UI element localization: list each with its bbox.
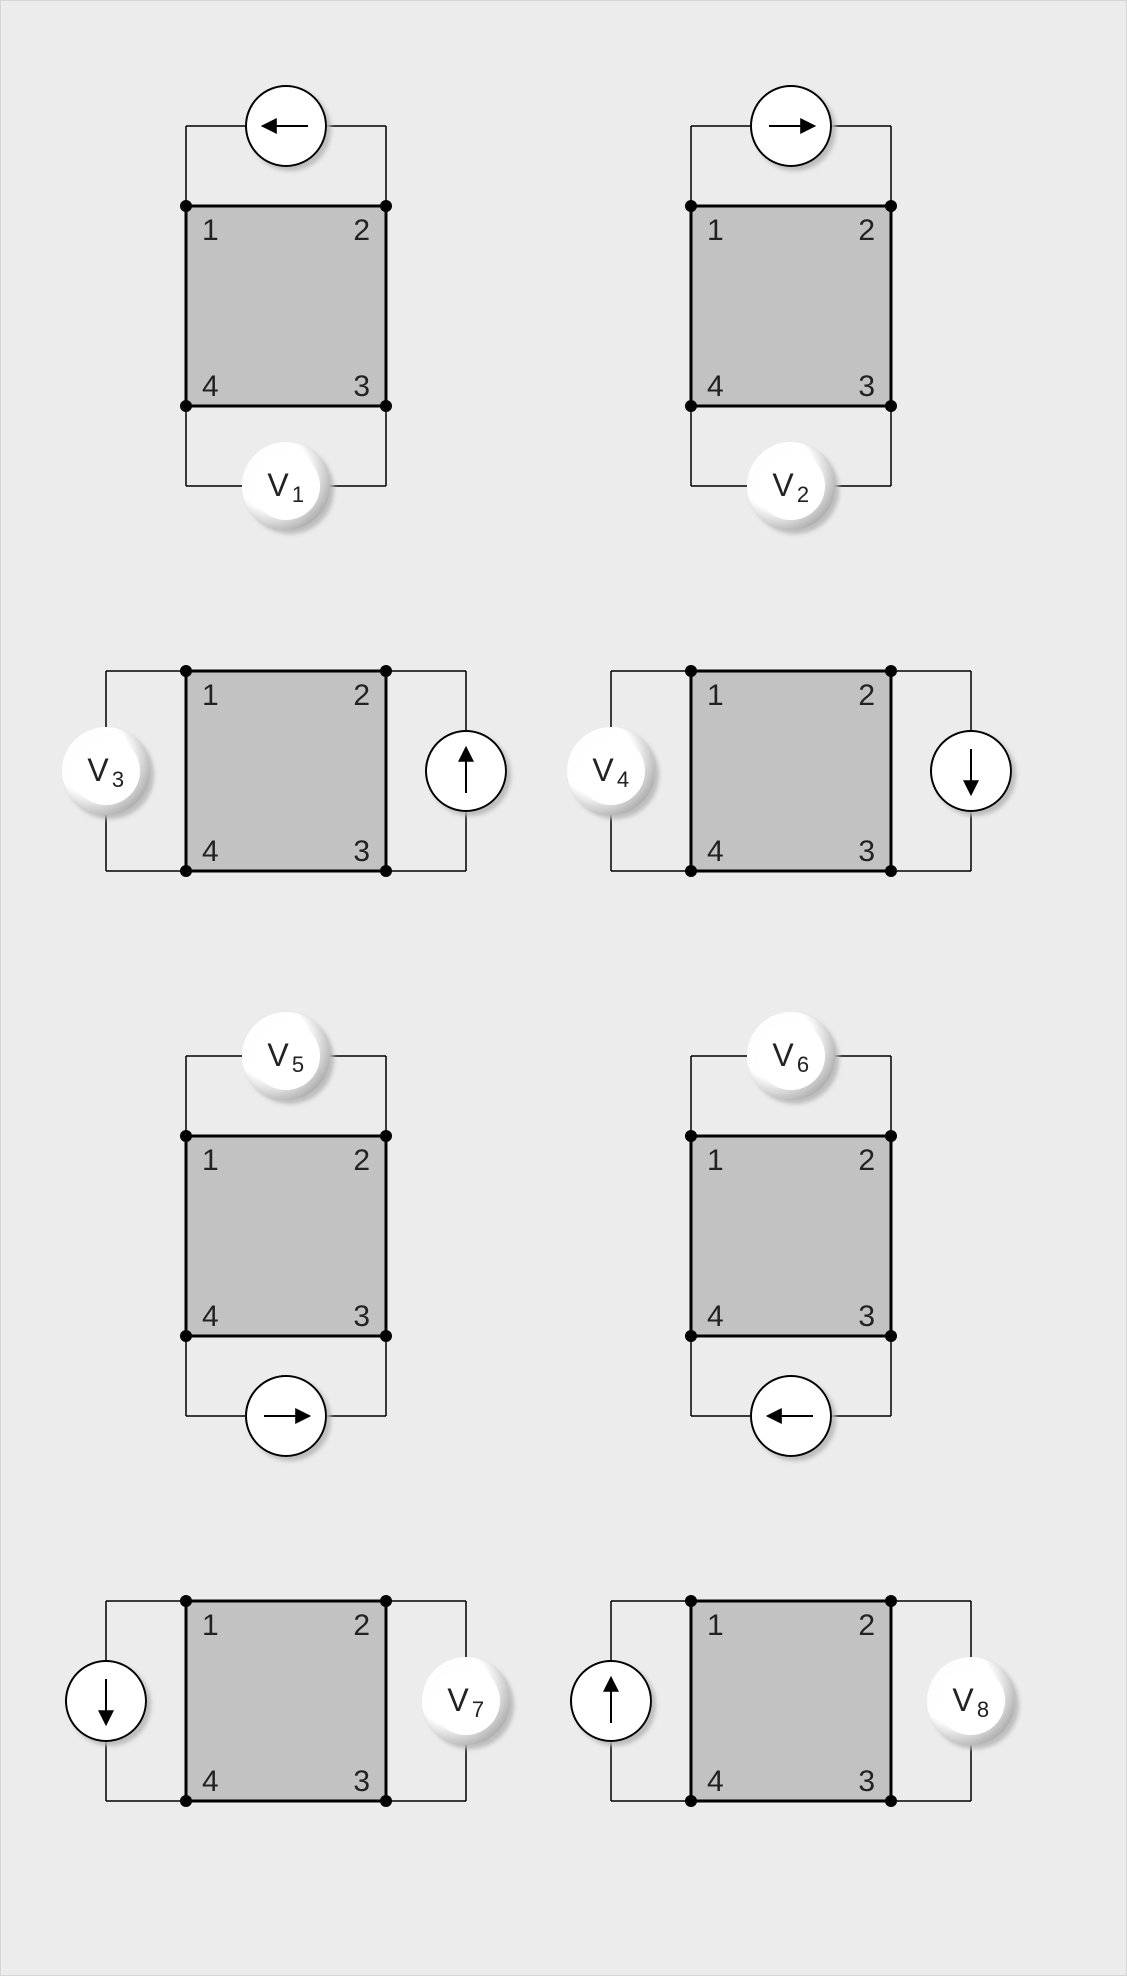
svg-text:3: 3 [353,1765,370,1798]
svg-text:4: 4 [202,370,219,403]
svg-text:1: 1 [292,482,304,507]
diagram-page: 1234V11234V21234V31234V41234V51234V61234… [0,0,1127,1976]
svg-text:2: 2 [858,214,875,247]
svg-text:3: 3 [858,1765,875,1798]
svg-text:3: 3 [353,835,370,868]
svg-text:1: 1 [202,679,219,712]
svg-text:V: V [447,1682,469,1718]
svg-text:3: 3 [858,1300,875,1333]
svg-text:4: 4 [707,1765,724,1798]
svg-text:1: 1 [202,1144,219,1177]
svg-text:3: 3 [353,1300,370,1333]
svg-text:1: 1 [202,214,219,247]
svg-text:4: 4 [202,835,219,868]
svg-text:2: 2 [353,1609,370,1642]
svg-text:8: 8 [977,1697,989,1722]
svg-text:3: 3 [858,835,875,868]
svg-text:3: 3 [353,370,370,403]
svg-text:4: 4 [617,767,629,792]
svg-text:2: 2 [353,679,370,712]
svg-text:V: V [267,467,289,503]
svg-text:1: 1 [707,679,724,712]
panel-7: 1 2 3 4 V7 [66,1595,510,1807]
svg-text:4: 4 [707,370,724,403]
svg-text:V: V [952,1682,974,1718]
panel-1: 1234V1 [180,86,392,530]
svg-text:1: 1 [707,1609,724,1642]
svg-text:2: 2 [858,1144,875,1177]
svg-text:V: V [87,752,109,788]
panel-6: 1 2 3 4 V6 [685,1012,897,1456]
panel-4: 1234V4 [567,665,1011,877]
panel-2: 1234V2 [685,86,897,530]
panel-5: 1 2 3 4 V5 [180,1012,392,1456]
svg-text:4: 4 [707,835,724,868]
svg-text:3: 3 [858,370,875,403]
panel-8: 1 2 3 4 V8 [571,1595,1015,1807]
svg-text:2: 2 [797,482,809,507]
svg-text:V: V [772,467,794,503]
svg-text:1: 1 [202,1609,219,1642]
svg-text:V: V [267,1037,289,1073]
svg-text:V: V [772,1037,794,1073]
diagram-svg: 1234V11234V21234V31234V41234V51234V61234… [1,1,1127,1977]
svg-text:7: 7 [472,1697,484,1722]
svg-text:4: 4 [202,1300,219,1333]
svg-text:2: 2 [858,1609,875,1642]
svg-text:5: 5 [292,1052,304,1077]
svg-text:V: V [592,752,614,788]
svg-text:2: 2 [353,1144,370,1177]
panel-3: 1234V3 [62,665,506,877]
svg-text:3: 3 [112,767,124,792]
svg-text:6: 6 [797,1052,809,1077]
svg-text:4: 4 [202,1765,219,1798]
svg-text:2: 2 [353,214,370,247]
svg-text:4: 4 [707,1300,724,1333]
svg-text:1: 1 [707,214,724,247]
svg-text:1: 1 [707,1144,724,1177]
svg-text:2: 2 [858,679,875,712]
